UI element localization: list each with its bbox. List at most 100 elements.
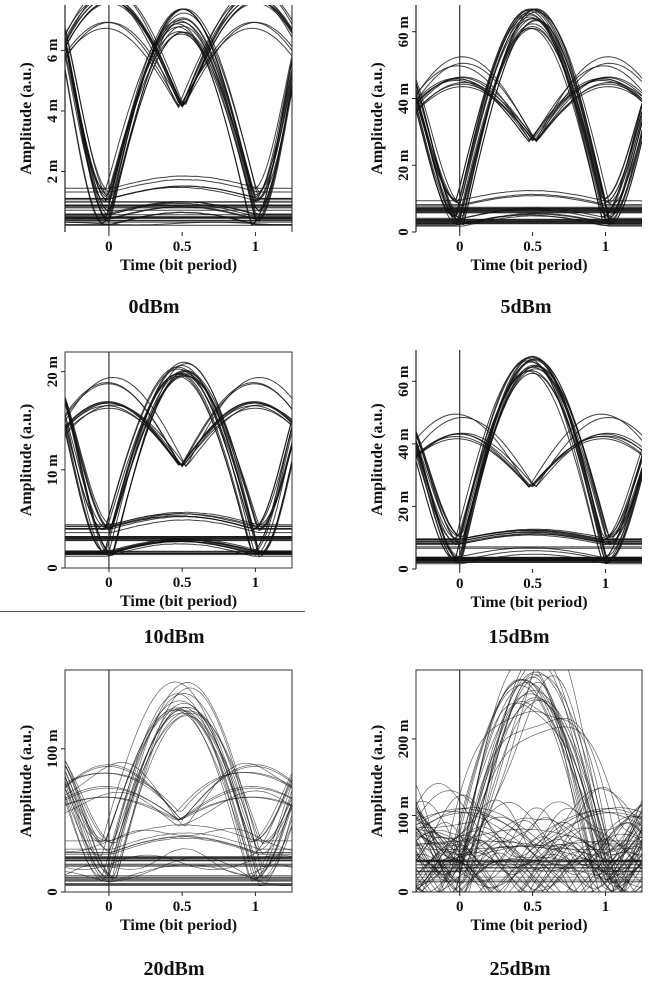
eye-panel-5dBm: 0 20 m 40 m 60 m 0 0.5 1 Time (bit period) Ampli… (369, 5, 642, 318)
eye-trace (65, 540, 292, 555)
eye-trace (65, 5, 292, 107)
eye-trace (416, 670, 642, 884)
separator-line (0, 611, 305, 612)
eye-trace (416, 840, 642, 847)
eye-trace (65, 519, 292, 534)
eye-trace (65, 706, 292, 844)
eye-trace (416, 783, 642, 843)
eye-trace (416, 701, 642, 892)
eye-trace (416, 360, 642, 542)
eye-trace (416, 528, 642, 540)
y-tick-label: 0 (396, 888, 412, 896)
plot-frame (64, 351, 293, 569)
panel-caption: 25dBm (489, 958, 550, 980)
y-tick-label: 0 (396, 565, 412, 573)
eye-trace (65, 374, 292, 532)
eye-trace (65, 186, 292, 201)
eye-trace (416, 807, 642, 846)
x-tick-label: 0.5 (173, 899, 192, 915)
y-axis-label: Amplitude (a.u.) (18, 62, 35, 174)
y-tick-label: 0 (45, 564, 61, 572)
eye-trace (416, 808, 642, 846)
eye-trace (459, 859, 642, 892)
eye-trace (65, 515, 292, 530)
eye-trace (416, 534, 642, 546)
x-tick-label: 1 (602, 239, 610, 255)
trace-group (416, 355, 642, 565)
eye-trace (416, 9, 642, 205)
eye-trace (416, 678, 642, 880)
eye-trace (416, 553, 642, 565)
eye-trace (65, 361, 292, 530)
y-tick-label: 2 m (45, 159, 61, 183)
eye-trace (416, 79, 642, 143)
x-tick-label: 1 (602, 576, 610, 592)
x-tick-label: 0.5 (523, 576, 542, 592)
y-tick-label: 40 m (396, 428, 412, 460)
x-tick-label: 1 (252, 239, 260, 255)
x-tick-label: 1 (602, 899, 610, 915)
eye-trace (416, 365, 642, 539)
eye-trace (65, 5, 292, 108)
x-tick-label: 0 (456, 239, 464, 255)
x-tick-label: 0 (105, 899, 113, 915)
eye-trace (65, 543, 292, 557)
eye-trace (65, 513, 292, 527)
eye-trace (65, 5, 292, 107)
eye-trace (65, 404, 292, 468)
eye-trace (416, 817, 642, 881)
eye-trace (416, 413, 642, 488)
y-tick-label: 100 m (45, 729, 61, 768)
x-axis-label: Time (bit period) (470, 594, 587, 611)
eye-trace (416, 726, 642, 839)
x-tick-label: 0.5 (173, 239, 192, 255)
eye-trace (65, 27, 292, 109)
y-tick-label: 200 m (396, 719, 412, 758)
eye-trace (65, 709, 292, 843)
eye-trace (416, 845, 642, 850)
panel-caption: 5dBm (500, 296, 551, 318)
eye-trace (65, 762, 292, 827)
eye-trace (65, 709, 292, 857)
eye-trace (416, 25, 642, 222)
eye-trace (65, 5, 292, 106)
eye-trace (416, 11, 642, 207)
eye-trace (65, 401, 292, 466)
y-tick-label: 20 m (45, 356, 61, 388)
x-tick-label: 0.5 (523, 239, 542, 255)
plot-frame (415, 669, 643, 893)
eye-trace (65, 832, 292, 850)
eye-trace (416, 368, 642, 546)
eye-trace (65, 796, 292, 820)
eye-trace (416, 794, 642, 861)
y-axis-label: Amplitude (a.u.) (369, 62, 386, 174)
x-tick-label: 1 (252, 899, 260, 915)
x-axis-label: Time (bit period) (120, 593, 237, 610)
y-tick-label: 60 m (396, 365, 412, 397)
eye-trace (65, 366, 292, 532)
eye-trace (416, 679, 642, 876)
plot-frame (64, 669, 293, 893)
x-tick-label: 0 (105, 239, 113, 255)
eye-trace (65, 836, 292, 854)
eye-trace (457, 861, 642, 892)
eye-trace (416, 710, 642, 875)
y-tick-label: 4 m (45, 99, 61, 123)
eye-trace (416, 681, 642, 873)
x-axis-label: Time (bit period) (120, 917, 237, 934)
panel-caption: 10dBm (143, 626, 204, 648)
eye-trace (416, 14, 642, 200)
eye-trace (65, 31, 292, 213)
eye-trace (416, 86, 642, 142)
eye-trace (65, 837, 292, 855)
eye-trace (65, 21, 292, 107)
eye-trace (416, 370, 642, 540)
eye-trace (416, 213, 642, 225)
eye-trace (416, 807, 642, 868)
eye-trace (65, 786, 292, 821)
eye-trace (416, 674, 642, 866)
panel-caption: 0dBm (128, 296, 179, 318)
eye-trace (416, 670, 642, 891)
y-tick-label: 6 m (45, 38, 61, 62)
